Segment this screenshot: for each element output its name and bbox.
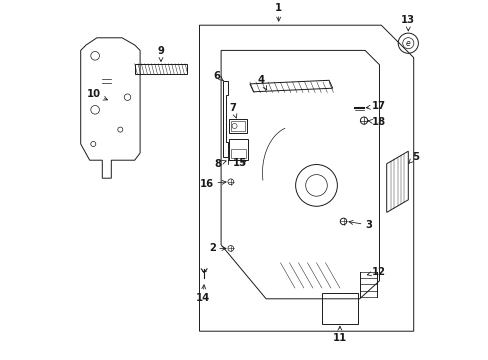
Text: 17: 17 (366, 101, 386, 111)
Text: 12: 12 (366, 267, 386, 277)
Text: 8: 8 (214, 159, 226, 169)
Text: 6: 6 (213, 71, 223, 81)
Text: 7: 7 (229, 103, 236, 118)
Text: 16: 16 (200, 179, 225, 189)
Text: 4: 4 (257, 75, 266, 90)
Text: e: e (405, 39, 410, 48)
Text: 9: 9 (157, 46, 164, 62)
Text: 10: 10 (86, 89, 107, 100)
Bar (229, 139, 247, 160)
Text: 11: 11 (332, 326, 346, 343)
Bar (231, 149, 246, 158)
Text: 14: 14 (196, 285, 210, 303)
Text: 5: 5 (408, 152, 418, 163)
Bar (321, 293, 357, 324)
Text: 18: 18 (367, 117, 386, 127)
Text: 2: 2 (208, 243, 225, 253)
Text: 3: 3 (348, 220, 371, 230)
Text: 15: 15 (233, 158, 247, 168)
Text: 13: 13 (401, 15, 414, 31)
Bar (134, 64, 186, 74)
Text: 1: 1 (275, 3, 282, 21)
Bar (229, 119, 246, 133)
Bar (231, 121, 244, 131)
